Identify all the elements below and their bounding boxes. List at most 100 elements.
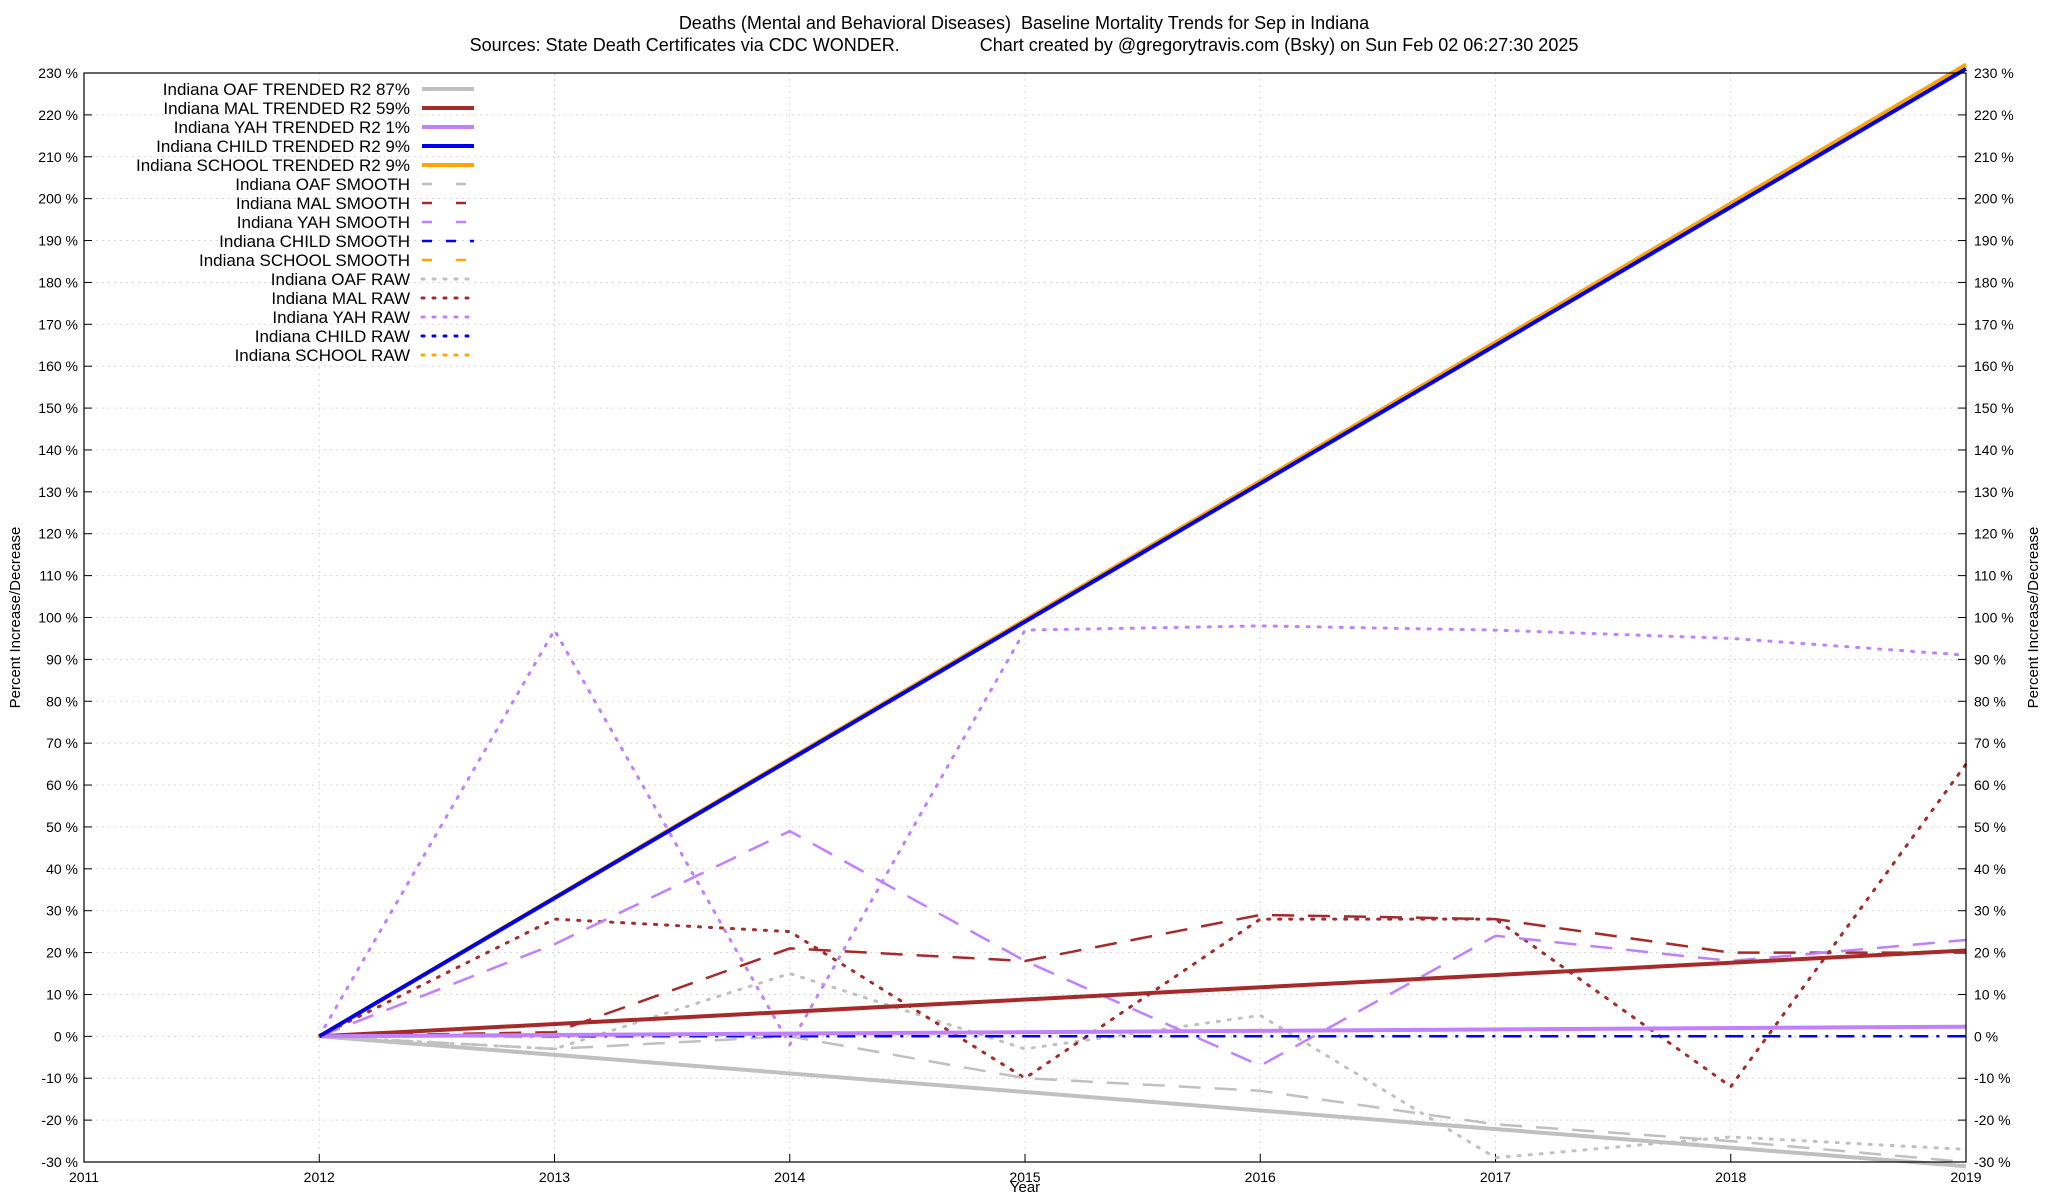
series-line-5	[319, 1035, 1967, 1164]
y-tick-label-right: 120 %	[1974, 526, 2014, 542]
y-tick-label: 110 %	[39, 568, 78, 584]
series-line-11	[317, 762, 1968, 1089]
y-tick-label: 200 %	[38, 191, 78, 207]
series-line-2	[319, 1024, 1967, 1039]
y-tick-label: 60 %	[46, 777, 78, 793]
y-tick-label: 120 %	[38, 526, 78, 542]
y-tick-label: 180 %	[38, 274, 78, 290]
y-tick-label: -30 %	[41, 1154, 78, 1170]
legend-label: Indiana OAF RAW	[271, 270, 410, 289]
legend-label: Indiana MAL RAW	[271, 289, 410, 308]
y-tick-label-right: 230 %	[1974, 65, 2014, 81]
y-tick-label-right: 90 %	[1974, 651, 2006, 667]
y-tick-label: 170 %	[38, 316, 78, 332]
series-line-3	[318, 67, 1968, 1039]
y-tick-label: 10 %	[46, 986, 78, 1002]
y-tick-label-right: -20 %	[1974, 1112, 2011, 1128]
y-tick-label: 80 %	[46, 693, 78, 709]
legend-label: Indiana SCHOOL SMOOTH	[199, 251, 410, 270]
y-tick-label: 30 %	[46, 903, 78, 919]
y-tick-label-right: 30 %	[1974, 903, 2006, 919]
y-tick-label: 40 %	[46, 861, 78, 877]
y-tick-label: 0 %	[54, 1028, 78, 1044]
y-tick-label: -20 %	[41, 1112, 78, 1128]
series-layer	[317, 62, 1968, 1169]
x-tick-label: 2018	[1715, 1169, 1746, 1185]
x-tick-label: 2016	[1245, 1169, 1276, 1185]
legend-label: Indiana SCHOOL TRENDED R2 9%	[136, 156, 410, 175]
y-tick-label: 20 %	[46, 945, 78, 961]
y-tick-label-right: 50 %	[1974, 819, 2006, 835]
y-tick-label-right: 20 %	[1974, 945, 2006, 961]
y-tick-label-right: 200 %	[1974, 191, 2014, 207]
y-tick-label-right: 40 %	[1974, 861, 2006, 877]
grid-layer	[83, 72, 1967, 1163]
y-tick-label-right: 80 %	[1974, 693, 2006, 709]
legend-label: Indiana MAL SMOOTH	[236, 194, 410, 213]
legend-label: Indiana CHILD TRENDED R2 9%	[156, 137, 410, 156]
y-tick-label: 50 %	[46, 819, 78, 835]
series-line-0	[319, 1034, 1967, 1169]
y-tick-label-right: -10 %	[1974, 1070, 2011, 1086]
y-tick-label: 150 %	[38, 400, 78, 416]
y-tick-label: 230 %	[38, 65, 78, 81]
y-tick-label-right: 10 %	[1974, 986, 2006, 1002]
legend-label: Indiana YAH RAW	[272, 308, 410, 327]
series-line-7	[318, 829, 1967, 1067]
y-tick-label: 160 %	[38, 358, 78, 374]
legend-label: Indiana MAL TRENDED R2 59%	[163, 99, 410, 118]
y-tick-label-right: 190 %	[1974, 233, 2014, 249]
y-tick-label: 210 %	[38, 149, 78, 165]
y-tick-label-right: -30 %	[1974, 1154, 2011, 1170]
legend-label: Indiana CHILD SMOOTH	[219, 232, 410, 251]
chart-title: Deaths (Mental and Behavioral Diseases) …	[678, 13, 1370, 33]
y-tick-label-right: 170 %	[1974, 316, 2014, 332]
x-tick-label: 2015	[1009, 1169, 1040, 1185]
x-tick-label: 2013	[539, 1169, 570, 1185]
y-tick-label: 220 %	[38, 107, 78, 123]
x-tick-label: 2014	[774, 1169, 805, 1185]
chart-subtitle: Sources: State Death Certificates via CD…	[469, 35, 1579, 55]
y-tick-label-right: 210 %	[1974, 149, 2014, 165]
y-tick-label-right: 0 %	[1974, 1028, 1998, 1044]
y-tick-label-right: 110 %	[1974, 568, 2013, 584]
series-line-10	[317, 972, 1968, 1160]
y-tick-label-right: 100 %	[1974, 610, 2014, 626]
y-tick-label: -10 %	[41, 1070, 78, 1086]
plot-frame	[83, 72, 1967, 1163]
legend: Indiana OAF TRENDED R2 87%Indiana MAL TR…	[136, 80, 476, 365]
legend-label: Indiana OAF TRENDED R2 87%	[163, 80, 410, 99]
legend-label: Indiana OAF SMOOTH	[235, 175, 410, 194]
x-tick-label: 2019	[1950, 1169, 1981, 1185]
y-tick-label-right: 180 %	[1974, 274, 2014, 290]
legend-label: Indiana SCHOOL RAW	[235, 346, 410, 365]
legend-label: Indiana YAH TRENDED R2 1%	[174, 118, 410, 137]
chart-title-block: Deaths (Mental and Behavioral Diseases) …	[0, 12, 2048, 56]
y-tick-label-right: 160 %	[1974, 358, 2014, 374]
y-tick-label: 90 %	[46, 651, 78, 667]
y-tick-label: 140 %	[38, 442, 78, 458]
y-tick-label: 130 %	[38, 484, 78, 500]
x-tick-label: 2011	[69, 1169, 99, 1185]
x-tick-label: 2012	[304, 1169, 335, 1185]
series-line-6	[319, 913, 1966, 1038]
y-tick-label-right: 150 %	[1974, 400, 2014, 416]
legend-label: Indiana YAH SMOOTH	[237, 213, 410, 232]
series-line-12	[317, 624, 1968, 1047]
axis-layer: -30 % -30 % -20 % -20 % -10 % -10 % 0 % 0 % 10 %…	[38, 65, 2013, 1185]
x-tick-label: 2017	[1480, 1169, 1511, 1185]
y-tick-label: 190 %	[38, 233, 78, 249]
series-line-1	[319, 948, 1967, 1039]
y-tick-label-right: 60 %	[1974, 777, 2006, 793]
x-axis-label: Year	[1010, 1179, 1040, 1196]
y-axis-label-right: Percent Increase/Decrease	[2025, 527, 2042, 709]
legend-label: Indiana CHILD RAW	[255, 327, 410, 346]
y-tick-label-right: 220 %	[1974, 107, 2014, 123]
y-tick-label-right: 140 %	[1974, 442, 2014, 458]
y-tick-label: 70 %	[46, 735, 78, 751]
y-tick-label-right: 130 %	[1974, 484, 2014, 500]
y-tick-label: 100 %	[38, 610, 78, 626]
y-tick-label-right: 70 %	[1974, 735, 2006, 751]
y-axis-label-left: Percent Increase/Decrease	[7, 527, 24, 709]
